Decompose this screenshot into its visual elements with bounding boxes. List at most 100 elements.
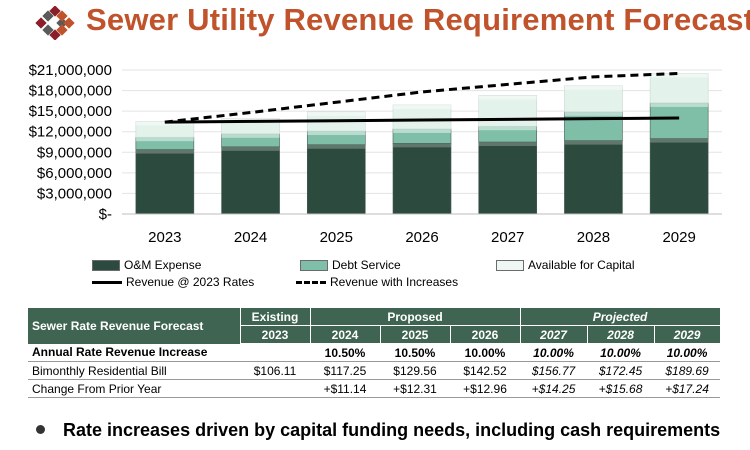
x-tick-label: 2025 xyxy=(320,229,353,246)
bar-segment xyxy=(564,85,623,113)
bar-highlight xyxy=(307,144,366,149)
legend-om: O&M Expense xyxy=(92,258,201,272)
revenue-2023-rates-line xyxy=(164,116,680,124)
table-row: Change From Prior Year +$11.14 +$12.31 +… xyxy=(28,380,721,398)
rate-forecast-table: Sewer Rate Revenue Forecast Existing Pro… xyxy=(28,307,721,398)
table-cell: 10.00% xyxy=(666,345,708,360)
table-cell: 10.50% xyxy=(324,345,366,360)
bar-highlight xyxy=(650,102,709,107)
row-label: Bimonthly Residential Bill xyxy=(32,363,167,378)
revenue-chart: $21,000,000 $18,000,000 $15,000,000 $12,000… xyxy=(29,62,722,246)
year-cell: 2029 xyxy=(653,325,721,344)
bar-segment xyxy=(649,73,709,104)
x-tick-label: 2027 xyxy=(491,229,524,246)
table-cell: $156.77 xyxy=(531,363,576,378)
bar-highlight xyxy=(650,138,709,143)
bar-highlight xyxy=(307,111,366,116)
bar-segment xyxy=(478,141,538,215)
bar-segment xyxy=(306,144,366,215)
bar-highlight xyxy=(564,111,623,116)
bar-segment xyxy=(392,104,452,130)
table-cell: +$14.25 xyxy=(531,381,576,396)
y-tick-label: $21,000,000 xyxy=(29,62,112,79)
legend-capital: Available for Capital xyxy=(496,258,635,272)
legend-rev-inc-line xyxy=(296,280,326,284)
x-tick-label: 2026 xyxy=(405,229,438,246)
bar-highlight xyxy=(135,149,194,154)
legend-capital-swatch xyxy=(496,259,524,271)
bar-segment xyxy=(478,95,538,127)
bar-highlight xyxy=(135,137,194,142)
row-label: Change From Prior Year xyxy=(32,381,162,396)
bar-highlight xyxy=(478,126,537,131)
table-row: Bimonthly Residential Bill $106.11 $117.… xyxy=(28,362,721,380)
year-cell: 2024 xyxy=(309,325,381,344)
table-cell: $189.69 xyxy=(665,363,709,378)
table-cell: +$12.96 xyxy=(463,381,507,396)
legend-om-swatch xyxy=(92,259,120,271)
table-cell: +$15.68 xyxy=(598,381,643,396)
table-group-row: Sewer Rate Revenue Forecast Existing Pro… xyxy=(28,307,721,344)
legend-rev-inc-label: Revenue with Increases xyxy=(330,275,459,289)
table-cell: 10.00% xyxy=(600,345,641,360)
table-cell: 10.00% xyxy=(533,345,574,360)
y-tick-label: $3,000,000 xyxy=(37,185,112,202)
table-row: Annual Rate Revenue Increase 10.50% 10.5… xyxy=(28,344,721,362)
bar-segment xyxy=(221,146,280,215)
bar-highlight xyxy=(307,131,366,136)
year-cell: 2028 xyxy=(586,325,655,344)
bar-highlight xyxy=(393,128,451,133)
y-tick-label: $15,000,000 xyxy=(29,103,112,120)
legend-debt-label: Debt Service xyxy=(332,258,401,272)
y-tick-label: $- xyxy=(99,206,112,223)
page-title: Sewer Utility Revenue Requirement Foreca… xyxy=(86,2,750,37)
row-label: Annual Rate Revenue Increase xyxy=(32,345,208,360)
bullet-text: Rate increases driven by capital funding… xyxy=(63,420,721,440)
table-cell: $142.52 xyxy=(463,363,507,378)
table-corner: Sewer Rate Revenue Forecast xyxy=(28,307,240,344)
group-existing: Existing xyxy=(239,307,311,326)
y-tick-label: $6,000,000 xyxy=(37,165,112,182)
x-tick-label: 2029 xyxy=(662,229,695,246)
x-tick-label: 2023 xyxy=(148,229,181,246)
bar-highlight xyxy=(135,121,194,126)
x-tick-label: 2028 xyxy=(577,229,610,246)
company-logo xyxy=(35,6,75,40)
y-tick-label: $9,000,000 xyxy=(37,144,112,161)
bar-highlight xyxy=(478,95,537,100)
bar-highlight xyxy=(478,142,537,146)
table-cell: 10.50% xyxy=(394,345,436,360)
bar-segment xyxy=(649,138,709,215)
bullet-point: Rate increases driven by capital funding… xyxy=(36,420,736,441)
x-tick-label: 2024 xyxy=(234,229,267,246)
bar-segment xyxy=(392,143,452,215)
year-cell: 2027 xyxy=(519,325,588,344)
group-proposed: Proposed xyxy=(309,307,521,326)
table-cell: $172.45 xyxy=(598,363,643,378)
table-cell: $106.11 xyxy=(253,363,297,378)
table-year-row: 2023 2024 2025 2026 2027 2028 2029 xyxy=(28,325,721,344)
table-cell: +$17.24 xyxy=(665,381,709,396)
bar-highlight xyxy=(221,146,280,151)
bar-segment xyxy=(135,149,195,215)
bullet-dot-icon xyxy=(36,424,45,434)
revenue-with-increases-line xyxy=(164,71,680,124)
bar-segment xyxy=(564,140,623,215)
table-cell: 10.00% xyxy=(464,345,506,360)
legend-rev-2023: Revenue @ 2023 Rates xyxy=(92,275,254,289)
legend-rev-inc: Revenue with Increases xyxy=(296,275,458,289)
legend-capital-label: Available for Capital xyxy=(528,258,635,272)
group-projected: Projected xyxy=(519,307,721,326)
y-tick-label: $18,000,000 xyxy=(29,83,112,100)
year-cell: 2025 xyxy=(379,325,451,344)
bar-highlight xyxy=(564,85,623,90)
bar-highlight xyxy=(564,140,623,145)
table-cell xyxy=(240,344,310,362)
table-cell: +$11.14 xyxy=(323,381,367,396)
year-cell: 2026 xyxy=(449,325,521,344)
y-tick-label: $12,000,000 xyxy=(29,124,112,141)
year-cell: 2023 xyxy=(239,325,311,344)
bar-highlight xyxy=(393,104,451,109)
chart-legend: O&M Expense Debt Service Available for C… xyxy=(0,256,750,296)
legend-rev-2023-line xyxy=(92,280,122,284)
